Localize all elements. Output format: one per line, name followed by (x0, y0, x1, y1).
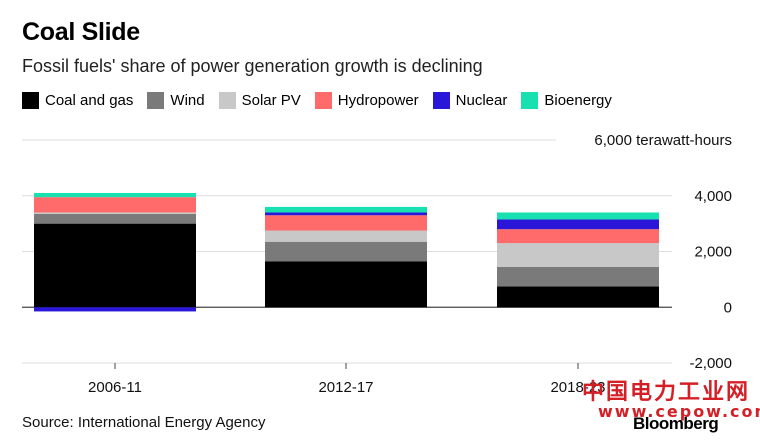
legend-label-wind: Wind (170, 92, 205, 109)
legend-item-coal-gas: Coal and gas (22, 92, 133, 109)
bar-segment (497, 229, 659, 244)
chart-subtitle: Fossil fuels' share of power generation … (22, 56, 483, 76)
legend: Coal and gas Wind Solar PV Hydropower Nu… (22, 92, 626, 109)
y-tick-label: 2,000 (694, 244, 732, 261)
legend-item-wind: Wind (147, 92, 205, 109)
bar-segment (34, 213, 196, 224)
bar-segment (265, 261, 427, 308)
source-note: Source: International Energy Agency (22, 414, 266, 431)
chart-title: Coal Slide (22, 18, 140, 46)
legend-label-solar: Solar PV (241, 92, 301, 109)
legend-item-nuclear: Nuclear (432, 92, 508, 109)
bar-segment (265, 230, 427, 242)
legend-swatch-hydro (314, 92, 332, 109)
bar-segment (265, 206, 427, 213)
legend-swatch-solar (218, 92, 236, 109)
x-tick-label: 2018-23 (550, 379, 605, 396)
bar-segment (497, 243, 659, 267)
bar-segment (265, 212, 427, 216)
legend-item-hydro: Hydropower (314, 92, 419, 109)
bar-segment (497, 266, 659, 287)
watermark-url: www.cepow.com (598, 402, 760, 421)
bar-segment (265, 241, 427, 262)
y-tick-label: 0 (724, 299, 732, 316)
legend-swatch-bioenergy (521, 92, 539, 109)
legend-label-nuclear: Nuclear (455, 92, 508, 109)
bar-segment (497, 212, 659, 220)
legend-swatch-coal-gas (22, 92, 39, 109)
legend-label-coal-gas: Coal and gas (45, 92, 134, 109)
bar-segment (497, 286, 659, 308)
legend-label-hydro: Hydropower (337, 92, 419, 109)
bar-segment (497, 219, 659, 230)
bloomberg-logo: Bloomberg (633, 414, 719, 433)
legend-item-solar: Solar PV (218, 92, 301, 109)
legend-swatch-wind (147, 92, 165, 109)
legend-swatch-nuclear (432, 92, 450, 109)
bar-segment (34, 212, 196, 214)
bar-segment (34, 192, 196, 198)
y-tick-label: -2,000 (689, 355, 732, 372)
bar-segment (265, 215, 427, 231)
x-tick-label: 2006-11 (88, 379, 142, 396)
y-tick-label: 4,000 (694, 188, 732, 205)
legend-label-bioenergy: Bioenergy (544, 92, 612, 109)
bar-segment (34, 197, 196, 213)
legend-item-bioenergy: Bioenergy (521, 92, 612, 109)
bar-segment (34, 307, 196, 312)
bar-segment (34, 223, 196, 308)
watermark-cn: 中国电力工业网 (582, 380, 751, 405)
x-tick-label: 2012-17 (318, 379, 373, 396)
y-unit-label: 6,000 terawatt-hours (594, 132, 732, 149)
